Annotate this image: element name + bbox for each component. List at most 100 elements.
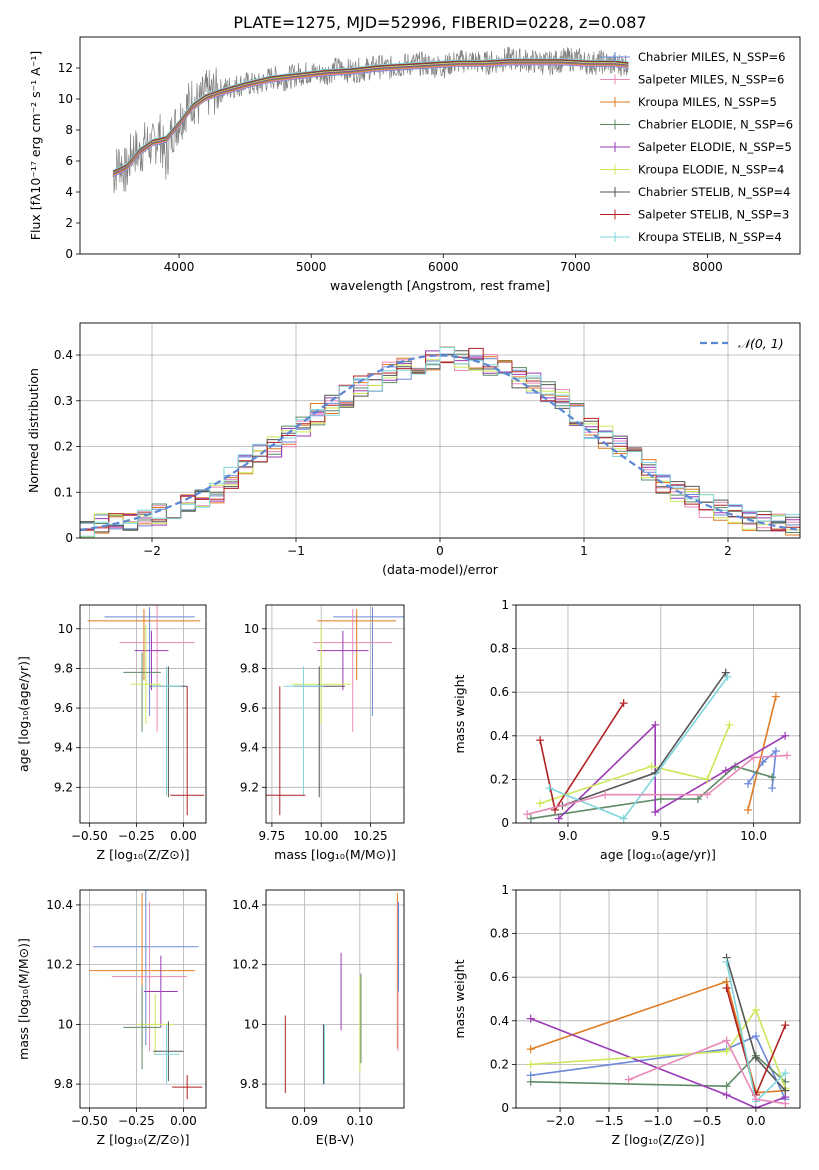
x-tick-label: 5000 (296, 260, 327, 274)
error-bar-point (134, 630, 169, 691)
plot-frame (265, 604, 405, 824)
plot-area (112, 46, 629, 194)
x-axis-label: wavelength [Angstrom, rest frame] (330, 278, 550, 293)
x-tick-label: −0.25 (118, 829, 155, 843)
error-bar-point (143, 955, 178, 1028)
y-tick-label: 1 (501, 598, 509, 612)
weight-line (530, 980, 786, 1094)
x-tick-label: 0.10 (346, 1114, 373, 1128)
plot-area (523, 668, 792, 823)
y-tick-label: 8 (65, 123, 73, 137)
panel-mass-vs-EBV: 0.09 0.10 9.8 10 10.2 10.4 E(B-V) (232, 889, 405, 1147)
x-tick-label: 10.25 (353, 829, 387, 843)
plot-area (526, 953, 790, 1108)
x-tick-label: −2.0 (545, 1114, 574, 1128)
plot-area (89, 890, 203, 1100)
error-bar-point (153, 1024, 180, 1085)
error-bar-point (93, 890, 199, 1046)
x-axis-label: Z [log₁₀(Z/Z⊙)] (97, 847, 190, 862)
y-tick-label: 9.8 (240, 661, 259, 675)
x-axis-label: mass [log₁₀(M/M⊙)] (274, 847, 396, 862)
error-bar-point (151, 666, 182, 796)
y-tick-label: 9.8 (54, 1077, 73, 1091)
plot-frame (79, 36, 801, 255)
figure-title: PLATE=1275, MJD=52996, FIBERID=0228, z=0… (233, 13, 646, 32)
x-axis-label: (data-model)/error (382, 562, 499, 577)
legend-label: Chabrier MILES, N_SSP=6 (638, 50, 785, 64)
x-axis-label: age [log₁₀(age/yr)] (600, 847, 716, 862)
x-tick-label: 9.0 (558, 829, 577, 843)
y-tick-label: 0.4 (54, 348, 73, 362)
legend-label: Salpeter ELODIE, N_SSP=5 (638, 140, 792, 154)
weight-line (539, 702, 625, 812)
y-tick-label: 2 (65, 216, 73, 230)
weight-line (628, 1039, 786, 1105)
y-tick-label: 10.2 (46, 958, 73, 972)
model-line (112, 62, 629, 175)
x-tick-label: 9.5 (651, 829, 670, 843)
x-tick-label: 7000 (560, 260, 591, 274)
x-tick-label: 0.00 (170, 829, 197, 843)
panel-age-vs-Z: −0.50 −0.25 0.00 9.2 9.4 9.6 9.8 10 Z [log₁₀(Z/Z… (16, 604, 207, 862)
x-tick-label: 4000 (164, 260, 195, 274)
x-axis-label: E(B-V) (316, 1132, 355, 1147)
model-line (112, 59, 629, 173)
plot-frame (79, 604, 207, 824)
x-tick-label: −1.5 (594, 1114, 623, 1128)
error-bar-point (130, 624, 161, 724)
y-tick-label: 10.2 (232, 958, 259, 972)
y-tick-label: 0 (65, 531, 73, 545)
weight-line (539, 724, 731, 805)
x-tick-label: −0.25 (118, 1114, 155, 1128)
y-tick-label: 0.4 (490, 1014, 509, 1028)
y-tick-label: 10 (244, 1017, 259, 1031)
model-line (112, 59, 629, 172)
error-bar-point (291, 624, 351, 724)
x-tick-label: 1 (580, 544, 588, 558)
error-bar-point (266, 686, 306, 816)
x-tick-label: −1.0 (643, 1114, 672, 1128)
x-tick-label: 6000 (428, 260, 459, 274)
weight-line (530, 1017, 786, 1108)
y-tick-label: 0.6 (490, 970, 509, 984)
error-bar-point (317, 630, 369, 691)
y-tick-label: 0 (501, 1101, 509, 1115)
y-tick-label: 0 (65, 247, 73, 261)
y-tick-label: 10 (58, 92, 73, 106)
y-tick-label: 0.2 (54, 440, 73, 454)
y-tick-label: 10 (58, 1017, 73, 1031)
y-tick-label: 0.6 (490, 685, 509, 699)
plot-area (266, 606, 404, 816)
plot-frame (515, 604, 801, 824)
y-tick-label: 6 (65, 154, 73, 168)
x-tick-label: 0.0 (746, 1114, 765, 1128)
legend-label: Salpeter STELIB, N_SSP=3 (638, 208, 789, 222)
x-axis-label: Z [log₁₀(Z/Z⊙)] (612, 1132, 705, 1147)
weight-line (747, 696, 777, 811)
error-bar-point (317, 608, 397, 681)
error-bar-point (111, 901, 188, 1052)
legend-label: Kroupa STELIB, N_SSP=4 (638, 230, 782, 244)
x-tick-label: −0.5 (692, 1114, 721, 1128)
x-tick-label: 0.00 (170, 1114, 197, 1128)
y-tick-label: 9.4 (240, 741, 259, 755)
legend-label: Chabrier STELIB, N_SSP=4 (638, 185, 790, 199)
y-tick-label: 0.3 (54, 394, 73, 408)
error-bar-point (123, 652, 161, 732)
x-tick-label: 10.0 (740, 829, 767, 843)
panel-residuals: −2 −1 0 1 2 0 0.1 0.2 0.3 0.4 (data-model)/error No… (26, 322, 801, 577)
x-tick-label: 0 (436, 544, 444, 558)
panel-mass-vs-Z: −0.50 −0.25 0.00 9.8 10 10.2 10.4 Z [log₁₀(Z/Z⊙… (16, 889, 207, 1147)
y-tick-label: 1 (501, 883, 509, 897)
plot-area (284, 892, 399, 1094)
y-axis-label: Normed distribution (26, 368, 41, 493)
y-tick-label: 12 (58, 61, 73, 75)
error-bar-point (104, 606, 195, 716)
y-tick-label: 10.4 (46, 898, 73, 912)
model-line (112, 61, 629, 174)
model-line (112, 62, 629, 176)
y-axis-label: mass weight (452, 959, 467, 1038)
model-line (112, 58, 629, 171)
legend-label: Kroupa MILES, N_SSP=5 (638, 95, 777, 109)
legend-label: Kroupa ELODIE, N_SSP=4 (638, 163, 784, 177)
